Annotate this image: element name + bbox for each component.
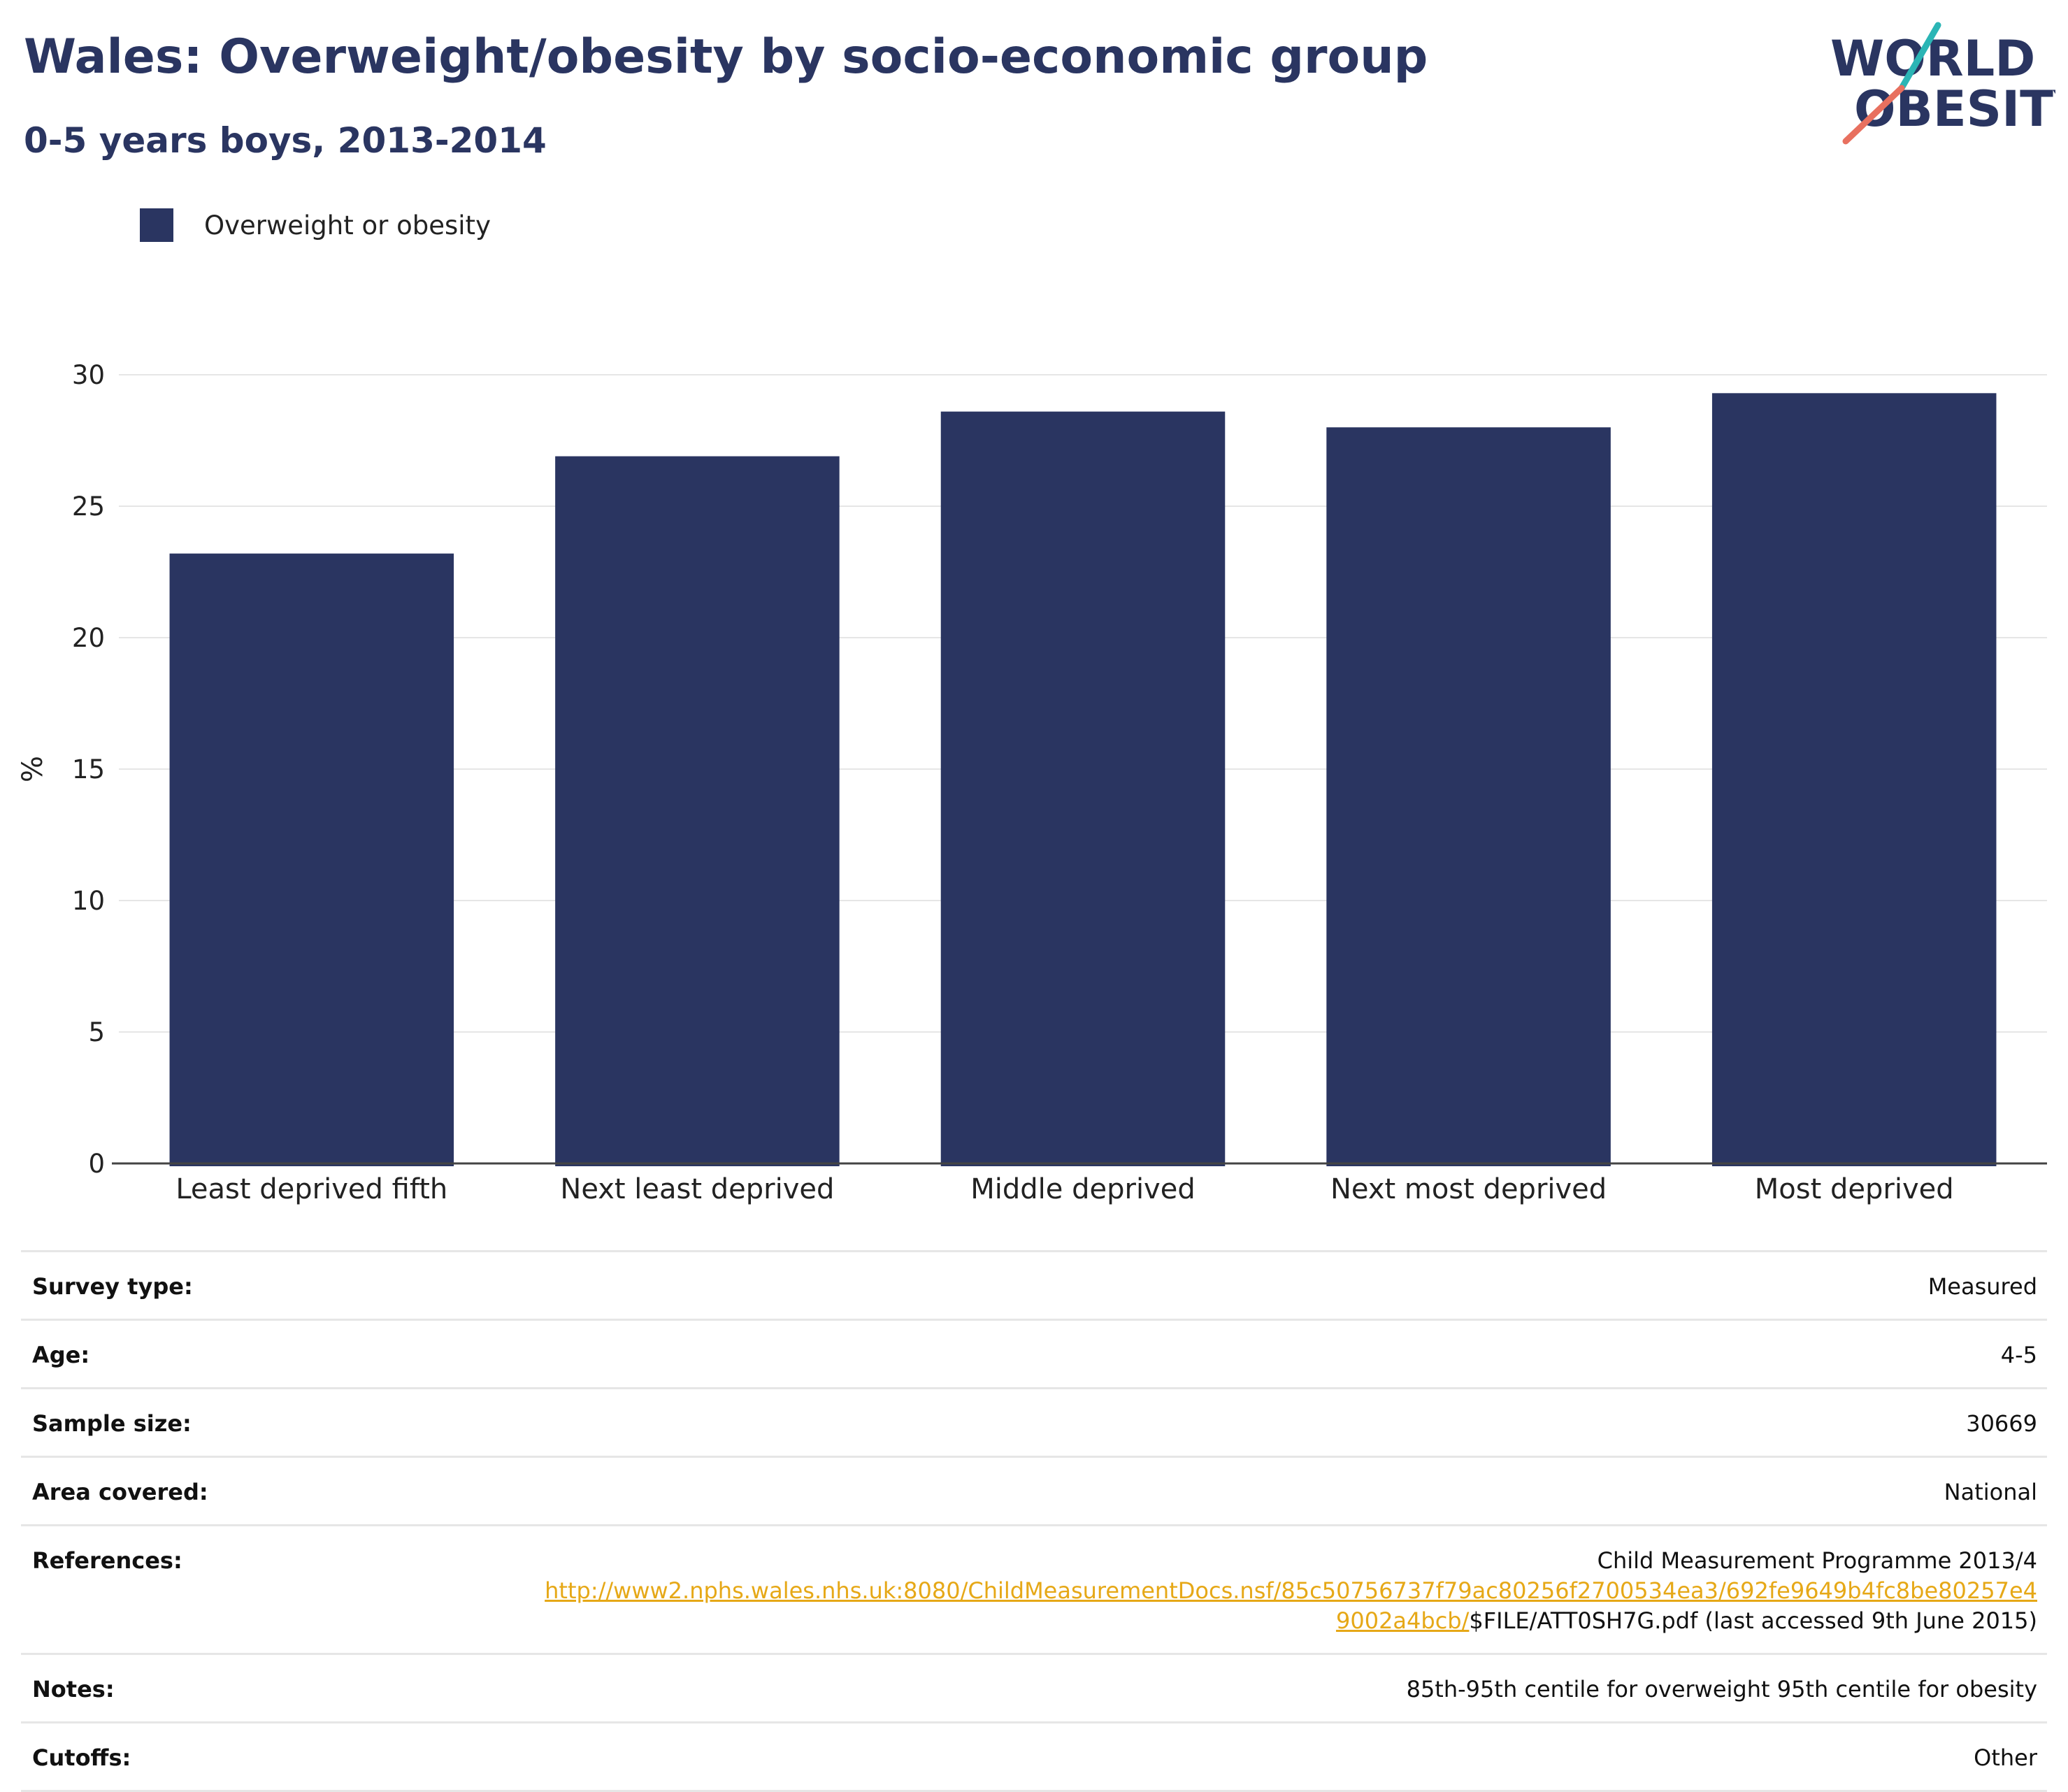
x-category-label: Least deprived fifth [175, 1173, 447, 1205]
y-axis-label: % [17, 756, 49, 782]
logo-line2: OBESITY [1854, 80, 2055, 138]
info-row-sample-size: Sample size: 30669 [21, 1387, 2047, 1456]
y-tick-label: 30 [72, 360, 105, 390]
info-row-area-covered: Area covered: National [21, 1456, 2047, 1524]
info-row-survey-type: Survey type: Measured [21, 1250, 2047, 1319]
x-category-label: Middle deprived [970, 1173, 1195, 1205]
references-value: Child Measurement Programme 2013/4 http:… [545, 1546, 2037, 1636]
info-value: 4-5 [2000, 1342, 2037, 1368]
bar [555, 456, 840, 1166]
chart-title: Wales: Overweight/obesity by socio-econo… [24, 29, 1428, 85]
x-category-label: Most deprived [1755, 1173, 1954, 1205]
reference-title: Child Measurement Programme 2013/4 [1597, 1547, 2037, 1574]
bar [169, 553, 454, 1166]
bar [1326, 427, 1611, 1167]
legend-label[interactable]: Overweight or obesity [204, 210, 491, 241]
reference-tail: $FILE/ATT0SH7G.pdf (last accessed 9th Ju… [1469, 1607, 2037, 1634]
bar-chart: 0 5 10 15 20 25 30% Least deprived fifth Next le… [0, 336, 2068, 1217]
info-row-age: Age: 4-5 [21, 1319, 2047, 1387]
info-value: National [1944, 1479, 2037, 1505]
legend: Overweight or obesity [140, 208, 491, 242]
info-key: Sample size: [32, 1410, 192, 1437]
logo-coral-slash [1842, 85, 1905, 145]
info-key: Survey type: [32, 1273, 193, 1300]
reference-link[interactable]: http://www2.nphs.wales.nhs.uk:8080/Child… [545, 1577, 2037, 1604]
y-tick-label: 15 [72, 754, 105, 784]
y-tick-label: 5 [88, 1017, 105, 1047]
info-value: Other [1974, 1744, 2037, 1771]
x-category-label: Next most deprived [1330, 1173, 1607, 1205]
info-row-references: References: Child Measurement Programme … [21, 1524, 2047, 1653]
y-tick-label: 0 [88, 1149, 105, 1179]
bar [1711, 393, 1997, 1166]
survey-info-table: Survey type: Measured Age: 4-5 Sample si… [21, 1250, 2047, 1792]
y-tick-label: 20 [72, 623, 105, 653]
info-value: 85th-95th centile for overweight 95th ce… [1406, 1676, 2037, 1703]
y-tick-label: 25 [72, 492, 105, 522]
bar [940, 411, 1226, 1166]
info-row-notes: Notes: 85th-95th centile for overweight … [21, 1653, 2047, 1721]
y-tick-label: 10 [72, 886, 105, 916]
legend-swatch[interactable] [140, 208, 173, 242]
chart-subtitle: 0-5 years boys, 2013-2014 [24, 120, 547, 161]
info-key: Age: [32, 1342, 90, 1368]
x-category-label: Next least deprived [560, 1173, 834, 1205]
info-key: References: [32, 1547, 182, 1574]
info-value: 30669 [1966, 1410, 2037, 1437]
world-obesity-logo: WORLD OBESITY [1818, 20, 2055, 152]
info-key: Cutoffs: [32, 1744, 131, 1771]
info-value: Measured [1927, 1273, 2037, 1300]
logo-teal-slash [1898, 22, 1941, 92]
info-row-cutoffs: Cutoffs: Other [21, 1721, 2047, 1792]
info-key: Notes: [32, 1676, 115, 1703]
reference-link-continued[interactable]: 9002a4bcb/ [1335, 1607, 1470, 1634]
info-key: Area covered: [32, 1479, 208, 1505]
